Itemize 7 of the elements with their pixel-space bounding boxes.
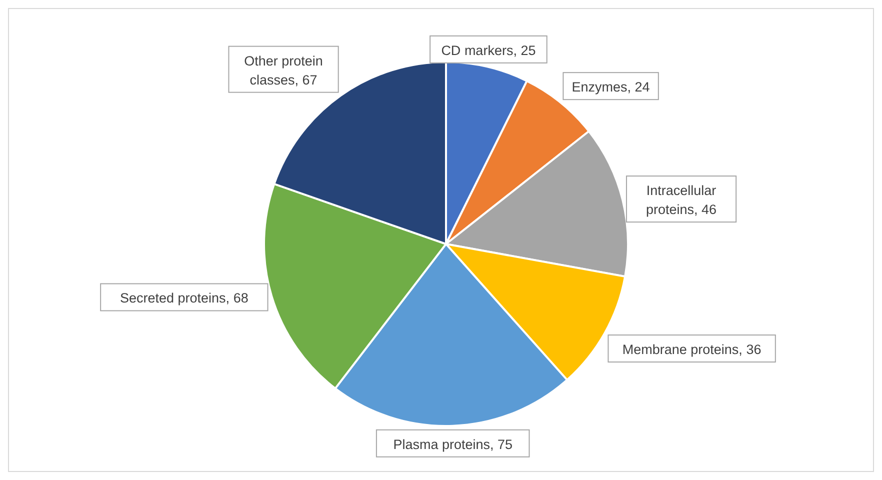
slice-label: Plasma proteins, 75 (393, 436, 513, 452)
slice-label: Intracellular proteins, 46 (646, 183, 717, 218)
slice-label: Enzymes, 24 (572, 80, 650, 95)
slice-label: Other protein classes, 67 (244, 53, 323, 88)
slice-label: CD markers, 25 (441, 42, 536, 58)
slice-label: Membrane proteins, 36 (622, 342, 762, 358)
slice-label: Secreted proteins, 68 (120, 290, 248, 306)
